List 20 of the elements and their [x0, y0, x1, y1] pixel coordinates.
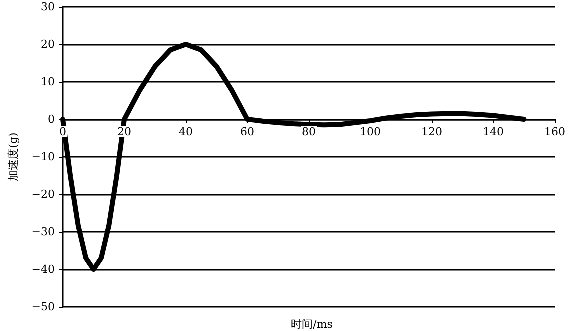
y-tick-label: −50: [32, 300, 55, 314]
x-tick-label: 20: [118, 126, 132, 138]
y-tick-label: −40: [32, 263, 55, 276]
y-tick-label: −30: [32, 226, 55, 238]
y-tick-label: 10: [41, 76, 55, 88]
x-tick-label: 140: [483, 126, 504, 138]
y-tick-label: −10: [32, 150, 55, 164]
x-tick-label: 160: [544, 126, 566, 138]
y-tick-label: −20: [32, 188, 55, 201]
y-axis-title: 加速度(g): [7, 132, 20, 182]
x-tick-label: 100: [360, 126, 381, 138]
y-tick-label: 0: [48, 113, 55, 126]
x-tick-label: 0: [60, 126, 66, 138]
x-tick-label: 120: [422, 126, 442, 138]
x-tick-label: 40: [179, 126, 193, 138]
y-tick-label: 20: [41, 38, 55, 51]
x-axis-title: 时间/ms: [291, 318, 334, 331]
x-tick-label: 80: [302, 126, 316, 138]
y-tick-label: 30: [41, 0, 55, 14]
x-tick-label: 60: [240, 126, 254, 138]
